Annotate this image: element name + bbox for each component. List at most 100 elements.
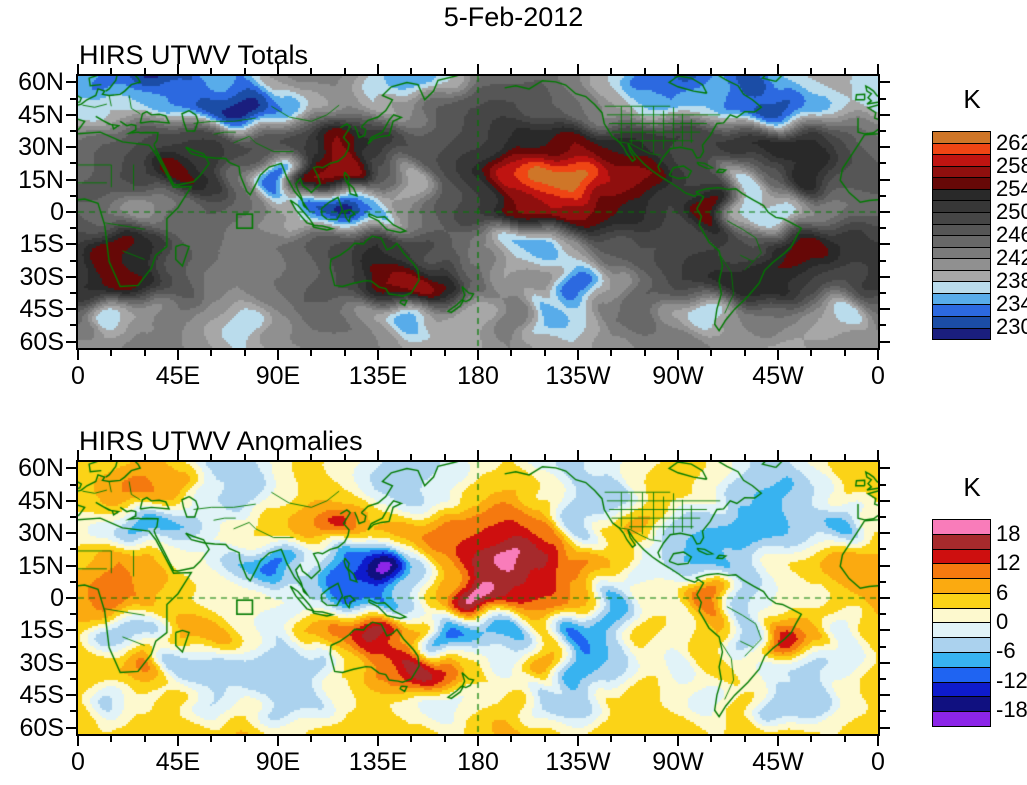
lat-minor-tick bbox=[880, 291, 886, 294]
lon-major-tick bbox=[777, 736, 779, 746]
lon-tick-label: 90E bbox=[255, 748, 301, 776]
lat-major-tick bbox=[66, 467, 76, 470]
lat-tick-label: 45N bbox=[18, 486, 64, 515]
colorbar-tick-label: 258 bbox=[996, 152, 1027, 178]
lat-minor-tick bbox=[880, 580, 886, 583]
colorbar-segment bbox=[933, 258, 990, 270]
lat-major-tick bbox=[880, 597, 890, 599]
lon-major-tick bbox=[677, 350, 679, 360]
lat-major-tick bbox=[880, 275, 890, 278]
lon-minor-tick bbox=[243, 350, 246, 356]
lat-minor-tick bbox=[70, 483, 76, 486]
lon-major-tick bbox=[377, 350, 379, 360]
lat-major-tick bbox=[66, 629, 76, 632]
colorbar-segment bbox=[933, 563, 990, 579]
lon-minor-tick bbox=[710, 350, 713, 356]
lat-minor-tick bbox=[880, 548, 886, 551]
lon-minor-tick bbox=[410, 350, 413, 356]
lon-tick-label: 45E bbox=[155, 748, 201, 776]
lat-major-tick bbox=[880, 564, 890, 567]
totals-colorbar-unit: K bbox=[963, 84, 981, 114]
colorbar-segment bbox=[933, 211, 990, 224]
lon-minor-tick bbox=[810, 350, 813, 356]
colorbar-segment bbox=[933, 327, 990, 340]
lon-minor-tick bbox=[810, 736, 813, 742]
lon-minor-tick bbox=[843, 68, 846, 74]
lat-tick-label: 60S bbox=[19, 327, 64, 356]
lon-minor-tick bbox=[210, 350, 213, 356]
lat-minor-tick bbox=[880, 677, 886, 680]
lon-minor-tick bbox=[810, 68, 813, 74]
lon-minor-tick bbox=[143, 350, 146, 356]
lon-minor-tick bbox=[710, 736, 713, 742]
lon-minor-tick bbox=[843, 736, 846, 742]
colorbar-tick-label: 262 bbox=[996, 129, 1027, 155]
lat-minor-tick bbox=[70, 613, 76, 616]
colorbar-segment bbox=[933, 622, 990, 638]
lon-minor-tick bbox=[643, 350, 646, 356]
lon-major-tick bbox=[677, 736, 679, 746]
lon-tick-label: 0 bbox=[871, 362, 885, 390]
lon-minor-tick bbox=[443, 350, 446, 356]
lat-major-tick bbox=[66, 243, 76, 246]
colorbar-segment bbox=[933, 637, 990, 653]
lat-major-tick bbox=[880, 694, 890, 697]
colorbar-tick-label: 230 bbox=[996, 313, 1027, 339]
lon-minor-tick bbox=[210, 736, 213, 742]
lon-minor-tick bbox=[343, 350, 346, 356]
colorbar-tick-label: 0 bbox=[996, 609, 1009, 634]
lat-minor-tick bbox=[70, 710, 76, 713]
lon-minor-tick bbox=[610, 68, 613, 74]
colorbar-segment bbox=[933, 666, 990, 682]
lon-major-tick bbox=[77, 736, 79, 746]
lon-minor-tick bbox=[210, 68, 213, 74]
lat-major-tick bbox=[66, 308, 76, 311]
lon-minor-tick bbox=[210, 454, 213, 460]
lat-major-tick bbox=[66, 597, 76, 599]
colorbar-segment bbox=[933, 235, 990, 247]
lat-major-tick bbox=[880, 113, 890, 116]
lon-tick-label: 90E bbox=[255, 362, 301, 390]
lon-major-tick bbox=[777, 450, 779, 460]
lon-major-tick bbox=[377, 736, 379, 746]
lon-tick-label: 45W bbox=[752, 748, 804, 776]
lat-minor-tick bbox=[70, 291, 76, 294]
colorbar-tick-label: 18 bbox=[996, 520, 1021, 546]
lat-minor-tick bbox=[880, 324, 886, 327]
lat-minor-tick bbox=[880, 483, 886, 486]
lon-minor-tick bbox=[543, 68, 546, 74]
lat-major-tick bbox=[66, 211, 76, 213]
colorbar-segment bbox=[933, 578, 990, 593]
lat-minor-tick bbox=[70, 548, 76, 551]
lat-minor-tick bbox=[880, 194, 886, 197]
lon-major-tick bbox=[577, 450, 579, 460]
lon-major-tick bbox=[577, 350, 579, 360]
lon-minor-tick bbox=[643, 454, 646, 460]
lat-tick-label: 60N bbox=[18, 454, 64, 483]
lon-minor-tick bbox=[743, 350, 746, 356]
lon-major-tick bbox=[877, 64, 879, 74]
lon-tick-label: 180 bbox=[457, 748, 499, 776]
lon-minor-tick bbox=[110, 736, 113, 742]
lon-minor-tick bbox=[643, 68, 646, 74]
lat-minor-tick bbox=[880, 710, 886, 713]
lat-major-tick bbox=[880, 178, 890, 181]
lat-minor-tick bbox=[70, 516, 76, 519]
lon-minor-tick bbox=[110, 454, 113, 460]
lat-tick-label: 30S bbox=[19, 262, 64, 291]
panel-title-totals: HIRS UTWV Totals bbox=[79, 40, 309, 70]
lat-tick-label: 0 bbox=[50, 584, 64, 612]
lat-minor-tick bbox=[880, 645, 886, 648]
lat-major-tick bbox=[66, 564, 76, 567]
lon-tick-label: 135W bbox=[545, 748, 611, 776]
colorbar-segment bbox=[933, 304, 990, 316]
lat-minor-tick bbox=[880, 259, 886, 262]
lat-tick-label: 0 bbox=[50, 198, 64, 226]
lon-minor-tick bbox=[510, 68, 513, 74]
lon-minor-tick bbox=[743, 68, 746, 74]
lon-minor-tick bbox=[843, 454, 846, 460]
lon-minor-tick bbox=[710, 454, 713, 460]
lon-minor-tick bbox=[310, 68, 313, 74]
lon-minor-tick bbox=[643, 736, 646, 742]
colorbar-segment bbox=[933, 592, 990, 608]
